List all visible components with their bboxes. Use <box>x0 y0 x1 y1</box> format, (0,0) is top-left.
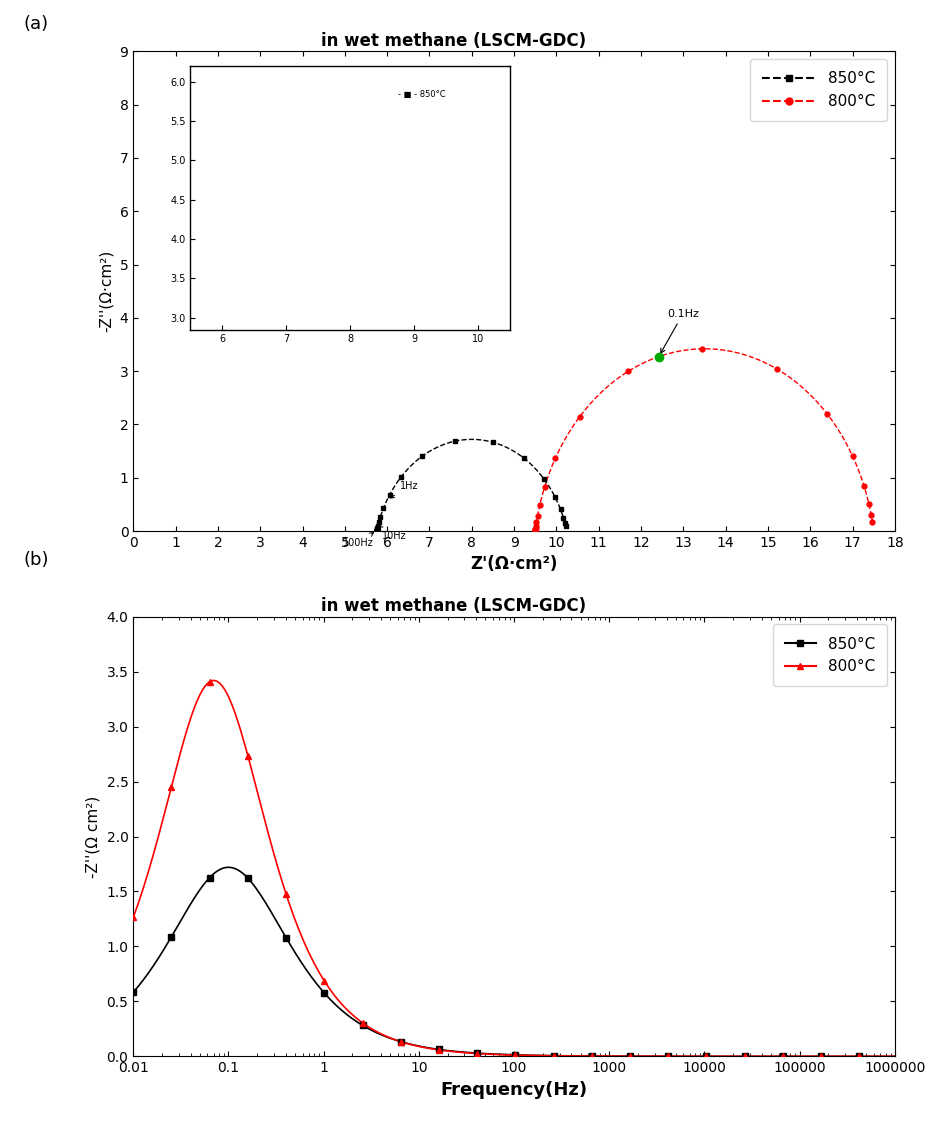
Text: 1Hz: 1Hz <box>390 481 418 498</box>
Title: in wet methane (LSCM-GDC): in wet methane (LSCM-GDC) <box>321 32 585 50</box>
Text: (b): (b) <box>24 552 50 570</box>
Text: (a): (a) <box>24 15 49 33</box>
Y-axis label: -Z''(Ω·cm²): -Z''(Ω·cm²) <box>99 250 114 332</box>
Text: 10Hz: 10Hz <box>379 526 407 541</box>
Text: 100Hz: 100Hz <box>343 532 373 548</box>
Title: in wet methane (LSCM-GDC): in wet methane (LSCM-GDC) <box>321 597 585 616</box>
Text: 0.1Hz: 0.1Hz <box>661 308 699 353</box>
Legend: 850°C, 800°C: 850°C, 800°C <box>773 625 887 686</box>
Y-axis label: -Z''(Ω cm²): -Z''(Ω cm²) <box>86 795 101 878</box>
X-axis label: Frequency(Hz): Frequency(Hz) <box>441 1080 587 1099</box>
X-axis label: Z'(Ω·cm²): Z'(Ω·cm²) <box>470 555 558 573</box>
Legend: 850°C, 800°C: 850°C, 800°C <box>750 59 887 121</box>
